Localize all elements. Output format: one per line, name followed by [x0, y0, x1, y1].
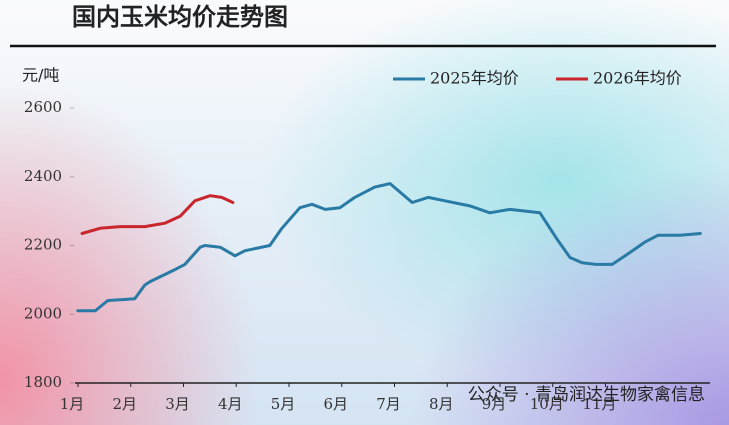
- x-tick-label: 1月: [60, 395, 85, 413]
- x-tick-label: 9月: [482, 395, 507, 413]
- legend-label: 2025年均价: [430, 69, 519, 88]
- x-tick-label: 7月: [376, 395, 401, 413]
- x-tick-label: 11月: [582, 395, 616, 413]
- y-tick-label: 2200: [24, 236, 62, 254]
- x-tick-label: 10月: [530, 395, 564, 413]
- y-tick-label: 2600: [24, 98, 62, 116]
- x-tick-label: 5月: [271, 395, 296, 413]
- y-tick-label: 2400: [24, 167, 62, 185]
- watermark: 公众号 · 青岛润达生物家禽信息: [468, 385, 705, 405]
- x-tick-label: 6月: [323, 395, 348, 413]
- legend-label: 2026年均价: [593, 69, 682, 88]
- y-tick-label: 2000: [24, 304, 62, 322]
- x-tick-label: 8月: [429, 395, 454, 413]
- series-line: [76, 182, 702, 313]
- y-axis-label: 元/吨: [22, 66, 59, 85]
- x-tick-label: 2月: [112, 395, 137, 413]
- x-tick-label: 4月: [218, 395, 243, 413]
- x-tick-label: 3月: [165, 395, 190, 413]
- chart-title: 国内玉米均价走势图: [72, 3, 288, 31]
- series-line: [80, 194, 235, 235]
- y-tick-label: 1800: [24, 373, 62, 391]
